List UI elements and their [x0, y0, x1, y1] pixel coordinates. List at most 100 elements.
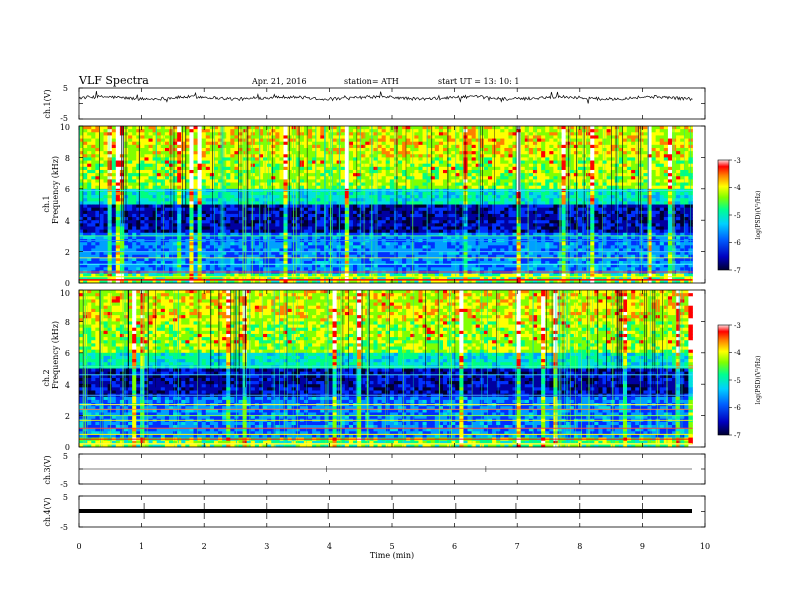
spectrogram-cell [258, 245, 264, 249]
spectrogram-cell [422, 213, 428, 218]
spectrogram-cell [287, 198, 293, 202]
spectrogram-cell [173, 185, 178, 190]
spectrogram-cell [320, 157, 325, 161]
spectrogram-cell [353, 195, 358, 199]
spectrogram-cell [438, 251, 444, 256]
spectrogram-cell [234, 223, 239, 227]
spectrogram-cell [156, 242, 162, 246]
spectrogram-cell [373, 248, 378, 252]
spectrogram-cell [168, 267, 174, 271]
spectrogram-cell [389, 254, 395, 259]
spectrogram-cell [226, 251, 231, 256]
spectrogram-cell [189, 166, 194, 171]
spectrogram-cell [332, 226, 338, 231]
spectrogram-cell [275, 126, 280, 130]
spectrogram-cell [95, 141, 100, 146]
spectrogram-cell [340, 257, 346, 262]
spectrogram-cell [123, 254, 129, 259]
spectrogram-cell [418, 179, 423, 183]
spectrogram-cell [414, 213, 419, 218]
spectrogram-cell [164, 213, 170, 218]
spectrogram-cell [254, 257, 260, 262]
spectrogram-cell [254, 279, 260, 284]
spectrogram-cell [226, 204, 231, 209]
spectrogram-cell [242, 235, 248, 240]
spectrogram-cell [414, 267, 419, 271]
spectrogram-cell [402, 182, 407, 187]
spectrogram-cell [373, 210, 378, 215]
spectrogram-cell [213, 201, 219, 205]
spectrogram-cell [128, 213, 133, 218]
spectrogram-cell [332, 173, 338, 177]
spectrogram-cell [467, 198, 473, 202]
spectrogram-cell [373, 279, 378, 284]
spectrogram-cell [340, 232, 346, 237]
spectrogram-cell [197, 207, 203, 212]
spectrogram-cell [226, 160, 231, 165]
spectrogram-cell [258, 198, 264, 202]
spectrogram-cell [152, 166, 158, 171]
spectrogram-cell [83, 151, 88, 155]
spectrogram-cell [393, 242, 399, 246]
spectrogram-cell [451, 163, 456, 168]
spectrogram-cell [234, 273, 239, 278]
spectrogram-cell [316, 195, 321, 199]
spectrogram-cell [87, 157, 92, 161]
spectrogram-cell [381, 129, 387, 133]
spectrogram-cell [377, 135, 383, 139]
spectrogram-cell [189, 179, 194, 183]
spectrogram-cell [95, 135, 100, 139]
spectrogram-cell [201, 248, 207, 252]
spectrogram-cell [418, 254, 423, 259]
spectrogram-cell [111, 229, 117, 234]
spectrogram-cell [83, 141, 88, 146]
spectrogram-cell [140, 279, 145, 284]
spectrogram-cell [299, 254, 305, 259]
spectrogram-cell [177, 279, 182, 284]
spectrogram-cell [316, 267, 321, 271]
spectrogram-cell [332, 176, 338, 180]
spectrogram-cell [222, 182, 227, 187]
spectrogram-cell [299, 261, 305, 265]
spectrogram-cell [479, 226, 485, 231]
spectrogram-cell [258, 154, 264, 158]
spectrogram-cell [459, 154, 464, 158]
spectrogram-cell [402, 198, 407, 202]
spectrogram-cell [128, 220, 133, 224]
spectrogram-cell [181, 242, 186, 246]
spectrogram-cell [123, 248, 129, 252]
spectrogram-cell [308, 154, 313, 158]
spectrogram-cell [455, 176, 460, 180]
spectrogram-cell [361, 220, 366, 224]
spectrogram-cell [95, 185, 100, 190]
spectrogram-cell [283, 176, 288, 180]
spectrogram-cell [230, 232, 235, 237]
spectrogram-cell [132, 151, 137, 155]
spectrogram-cell [406, 132, 411, 136]
spectrogram-cell [164, 147, 170, 152]
spectrogram-cell [308, 191, 313, 196]
spectrogram-cell [463, 235, 468, 240]
spectrogram-cell [164, 235, 170, 240]
spectrogram-cell [185, 147, 190, 152]
spectrogram-cell [455, 157, 460, 161]
spectrogram-cell [406, 207, 411, 212]
spectrogram-cell [389, 154, 395, 158]
spectrogram-cell [189, 160, 194, 165]
spectrogram-cell [164, 129, 170, 133]
spectrogram-cell [414, 198, 419, 202]
spectrogram-cell [295, 261, 301, 265]
spectrogram-cell [430, 213, 436, 218]
spectrogram-cell [475, 173, 481, 177]
spectrogram-cell [471, 213, 477, 218]
spectrogram-cell [177, 273, 182, 278]
spectrogram-cell [140, 169, 145, 174]
spectrogram-cell [144, 182, 149, 187]
spectrogram-cell [250, 182, 256, 187]
spectrogram-cell [471, 144, 477, 149]
spectrogram-cell [230, 126, 235, 130]
spectrogram-cell [242, 138, 248, 143]
spectrogram-cell [426, 154, 432, 158]
spectrogram-cell [373, 185, 378, 190]
spectrogram-cell [185, 166, 190, 171]
